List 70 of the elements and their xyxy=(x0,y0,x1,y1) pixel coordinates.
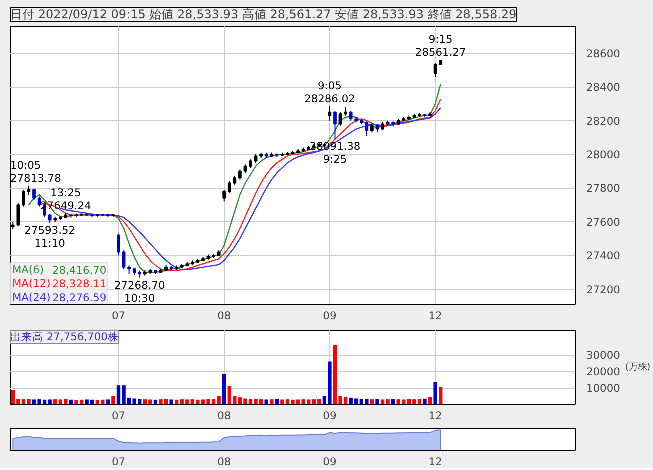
bar xyxy=(54,400,58,404)
y-tick-label: 27600 xyxy=(586,216,621,229)
annotation: 27268.70 10:30 xyxy=(114,278,166,305)
candlestick xyxy=(22,189,26,208)
annotation: 28,276.59 xyxy=(52,292,107,305)
bar xyxy=(270,400,274,404)
candlestick xyxy=(334,111,337,140)
candlestick xyxy=(32,188,36,201)
bar xyxy=(48,400,52,404)
x-tick-label: 08 xyxy=(218,456,232,468)
x-tick-label: 09 xyxy=(323,310,337,322)
bar xyxy=(434,382,438,404)
y-tick-label: 28600 xyxy=(586,47,621,60)
candlestick xyxy=(434,63,438,78)
x-tick-label: 12 xyxy=(428,310,442,322)
bar xyxy=(106,400,110,404)
candlestick xyxy=(328,106,332,122)
text: MA(12) xyxy=(12,277,51,290)
x-tick-label: 07 xyxy=(112,456,126,468)
bar xyxy=(423,398,427,404)
y-tick-label: 28400 xyxy=(586,81,621,94)
x-tick-label: 09 xyxy=(323,456,337,468)
chart-title: 日付 2022/09/12 09:15 始値 28,533.93 高値 28,561.27 安値 28,533.93 終値 28,558.29 xyxy=(10,8,517,22)
y-tick-label: 28000 xyxy=(586,148,621,162)
bar xyxy=(154,400,158,404)
bar xyxy=(69,400,74,404)
x-tick-label: 08 xyxy=(218,410,232,422)
x-tick-label: 09 xyxy=(323,410,337,422)
candlestick xyxy=(228,181,232,194)
bar xyxy=(391,399,396,404)
candlestick xyxy=(338,112,342,126)
bar xyxy=(275,399,280,404)
y-tick-label: 28200 xyxy=(586,114,621,128)
annotation: 27593.52 11:10 xyxy=(24,224,76,250)
annotation: 10:05 27813.78 xyxy=(10,158,62,185)
annotation: 28,416.70 xyxy=(52,264,107,277)
candlestick xyxy=(222,189,226,202)
y-tick-label: 27800 xyxy=(586,182,621,196)
bar xyxy=(112,396,116,404)
candlestick xyxy=(122,250,126,270)
bar xyxy=(428,397,432,404)
candlestick xyxy=(349,111,353,122)
x-tick-label: 08 xyxy=(218,310,232,322)
y-tick-label: 27200 xyxy=(586,283,621,296)
candlestick xyxy=(238,169,242,180)
y-tick-label: 20000 xyxy=(586,366,621,379)
y-tick-label: 10000 xyxy=(586,382,621,396)
x-tick-label: 07 xyxy=(112,410,126,422)
chart-title: 出来高 27,756,700株 xyxy=(10,330,119,344)
bar xyxy=(264,400,268,404)
candlestick xyxy=(365,121,369,137)
annotation: 28,328.11 xyxy=(52,278,107,291)
x-tick-label: 12 xyxy=(428,456,442,468)
text: MA(6) xyxy=(12,263,44,276)
bar xyxy=(174,400,179,404)
candlestick xyxy=(27,185,31,196)
bar xyxy=(222,374,226,404)
y-tick-label: 27400 xyxy=(586,250,621,263)
bar xyxy=(370,400,374,404)
text: MA(24) xyxy=(12,291,51,304)
bar xyxy=(439,387,443,404)
candlestick xyxy=(117,233,120,256)
x-tick-label: 12 xyxy=(428,410,442,422)
bar xyxy=(376,399,380,404)
annotation: 9:15 28561.27 xyxy=(415,32,466,59)
annotation: 9:05 28286.02 xyxy=(304,79,356,106)
bar xyxy=(170,400,174,404)
x-tick-label: 07 xyxy=(112,310,126,322)
y-axis-title: (万株) xyxy=(625,362,651,373)
y-tick-label: 30000 xyxy=(586,349,621,362)
